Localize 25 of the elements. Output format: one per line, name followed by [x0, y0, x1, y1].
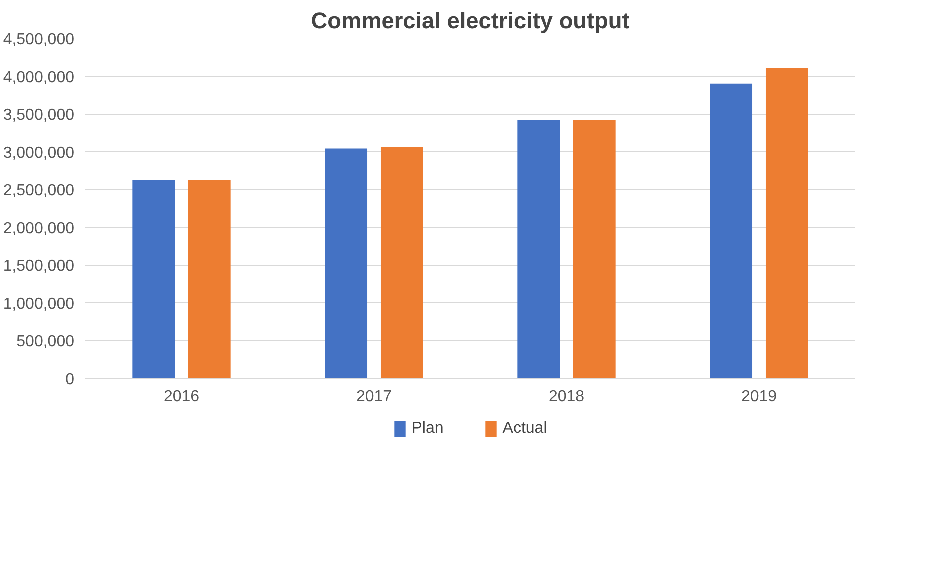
y-tick-label: 4,000,000 [3, 69, 75, 86]
x-tick-label: 2018 [548, 388, 585, 406]
y-tick-label: 1,000,000 [3, 296, 75, 313]
y-tick-label: 3,500,000 [3, 107, 75, 124]
x-tick-label: 2017 [356, 388, 392, 406]
bar [518, 120, 560, 378]
y-tick-label: 2,500,000 [3, 182, 75, 200]
bar [380, 147, 424, 378]
legend-label: Actual [502, 420, 548, 438]
x-tick-label: 2016 [164, 388, 200, 406]
y-tick-label: 3,000,000 [3, 144, 75, 162]
bar [132, 180, 176, 378]
y-tick-label: 4,500,000 [3, 32, 75, 48]
bar [766, 68, 808, 378]
bar [710, 84, 753, 378]
bar [325, 148, 368, 378]
y-tick-label: 2,000,000 [3, 220, 75, 238]
chart-title: Commercial electricity output [311, 8, 630, 34]
x-tick-label: 2019 [741, 388, 778, 406]
y-tick-label: 0 [66, 372, 75, 388]
bar [188, 180, 231, 378]
y-tick-label: 500,000 [16, 334, 75, 351]
y-tick-label: 1,500,000 [3, 258, 75, 276]
legend-label: Plan [412, 420, 444, 438]
bar [573, 120, 616, 378]
